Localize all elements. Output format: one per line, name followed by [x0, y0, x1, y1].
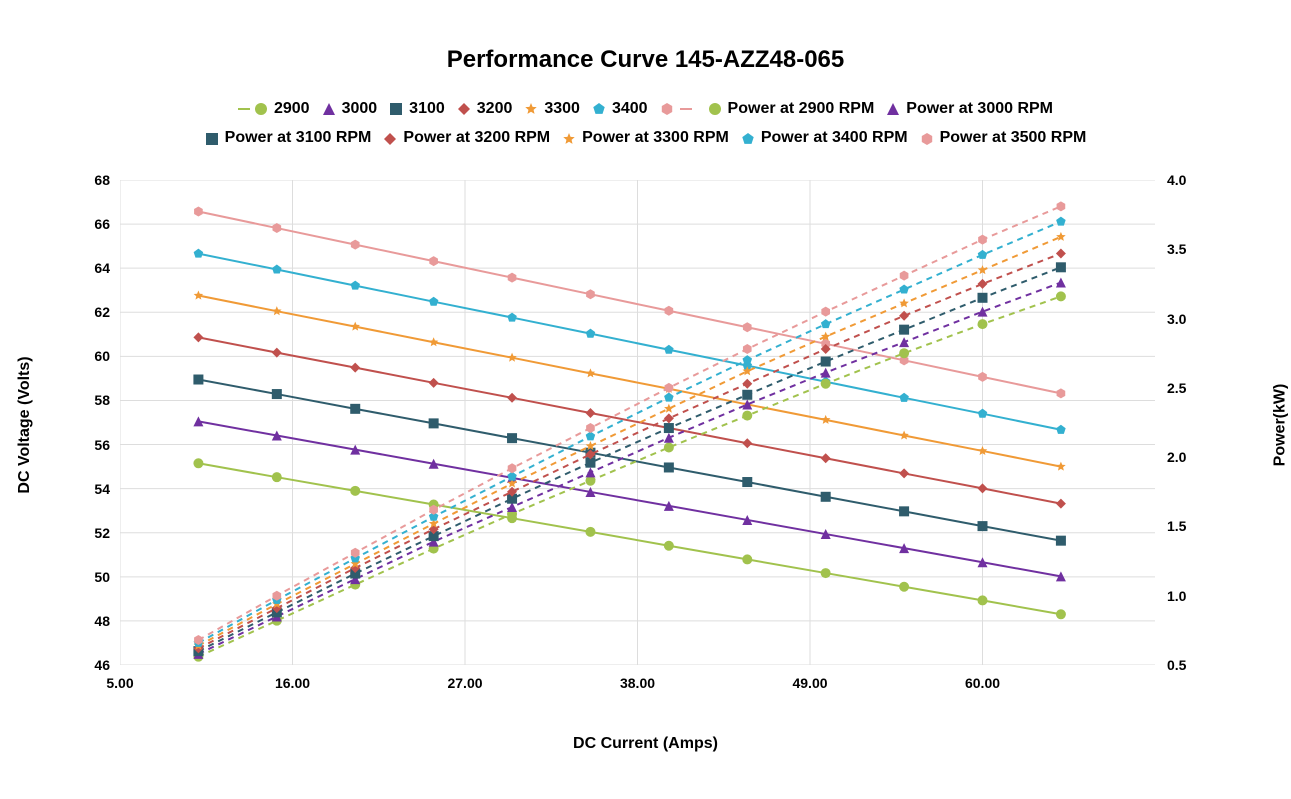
y1-tick-label: 62: [94, 304, 110, 320]
legend-item: Power at 3000 RPM: [886, 95, 1053, 124]
legend-label: Power at 3500 RPM: [940, 124, 1087, 153]
legend-marker-icon: [660, 102, 674, 116]
legend-marker-icon: [886, 102, 900, 116]
legend-item: Power at 3300 RPM: [562, 124, 729, 153]
legend-label: Power at 2900 RPM: [728, 95, 875, 124]
legend-marker-icon: [524, 102, 538, 116]
x-axis-label: DC Current (Amps): [0, 735, 1291, 753]
plot-area: [120, 180, 1155, 665]
legend-marker-icon: [457, 102, 471, 116]
y1-tick-label: 48: [94, 613, 110, 629]
legend-marker-icon: [708, 102, 722, 116]
legend-item: 3100: [389, 95, 445, 124]
y1-tick-label: 54: [94, 481, 110, 497]
y1-tick-label: 68: [94, 172, 110, 188]
y2-tick-label: 2.0: [1167, 449, 1186, 465]
y1-tick-label: 52: [94, 525, 110, 541]
legend-marker-icon: [322, 102, 336, 116]
legend-label: 3200: [477, 95, 513, 124]
legend-marker-icon: [592, 102, 606, 116]
x-tick-label: 38.00: [620, 675, 655, 691]
legend-dash-icon: [680, 108, 692, 110]
legend-marker-icon: [562, 132, 576, 146]
x-tick-label: 60.00: [965, 675, 1000, 691]
legend-item: 2900: [238, 95, 310, 124]
legend-item: Power at 3200 RPM: [383, 124, 550, 153]
legend-item: Power at 3500 RPM: [920, 124, 1087, 153]
x-tick-label: 5.00: [106, 675, 133, 691]
y2-tick-label: 3.5: [1167, 241, 1186, 257]
legend-item: Power at 2900 RPM: [708, 95, 875, 124]
y1-tick-label: 60: [94, 348, 110, 364]
legend-marker-icon: [741, 132, 755, 146]
legend-label: 3100: [409, 95, 445, 124]
plot-svg: [120, 180, 1155, 665]
legend-label: 2900: [274, 95, 310, 124]
legend: 2900 3000 3100 3200 3300 3400 Power at 2900 RP…: [0, 95, 1291, 154]
legend-label: Power at 3300 RPM: [582, 124, 729, 153]
legend-label: 3300: [544, 95, 580, 124]
legend-label: 3000: [342, 95, 378, 124]
legend-label: 3400: [612, 95, 648, 124]
x-tick-label: 27.00: [447, 675, 482, 691]
legend-marker-icon: [254, 102, 268, 116]
y1-tick-label: 56: [94, 437, 110, 453]
y2-tick-label: 2.5: [1167, 380, 1186, 396]
chart-container: Performance Curve 145-AZZ48-065 2900 3000…: [0, 0, 1291, 799]
x-tick-label: 49.00: [792, 675, 827, 691]
y1-tick-label: 66: [94, 216, 110, 232]
legend-label: Power at 3200 RPM: [403, 124, 550, 153]
legend-marker-icon: [205, 132, 219, 146]
y2-tick-label: 0.5: [1167, 657, 1186, 673]
legend-item: 3300: [524, 95, 580, 124]
y1-tick-label: 46: [94, 657, 110, 673]
legend-label: Power at 3000 RPM: [906, 95, 1053, 124]
legend-marker-icon: [920, 132, 934, 146]
legend-marker-icon: [389, 102, 403, 116]
chart-title: Performance Curve 145-AZZ48-065: [0, 46, 1291, 74]
y2-axis-label: Power(kW): [1272, 384, 1290, 467]
legend-item: Power at 3100 RPM: [205, 124, 372, 153]
legend-marker-icon: [383, 132, 397, 146]
legend-item: 3200: [457, 95, 513, 124]
y1-tick-label: 50: [94, 569, 110, 585]
legend-item: 3000: [322, 95, 378, 124]
y2-tick-label: 3.0: [1167, 311, 1186, 327]
y2-tick-label: 1.5: [1167, 518, 1186, 534]
y1-axis-label: DC Voltage (Volts): [16, 356, 34, 493]
y1-tick-label: 64: [94, 260, 110, 276]
legend-item: [660, 102, 696, 116]
y2-tick-label: 1.0: [1167, 588, 1186, 604]
x-tick-label: 16.00: [275, 675, 310, 691]
legend-dash-icon: [238, 108, 250, 110]
y1-tick-label: 58: [94, 392, 110, 408]
y2-tick-label: 4.0: [1167, 172, 1186, 188]
legend-item: 3400: [592, 95, 648, 124]
legend-label: Power at 3100 RPM: [225, 124, 372, 153]
legend-item: Power at 3400 RPM: [741, 124, 908, 153]
legend-label: Power at 3400 RPM: [761, 124, 908, 153]
